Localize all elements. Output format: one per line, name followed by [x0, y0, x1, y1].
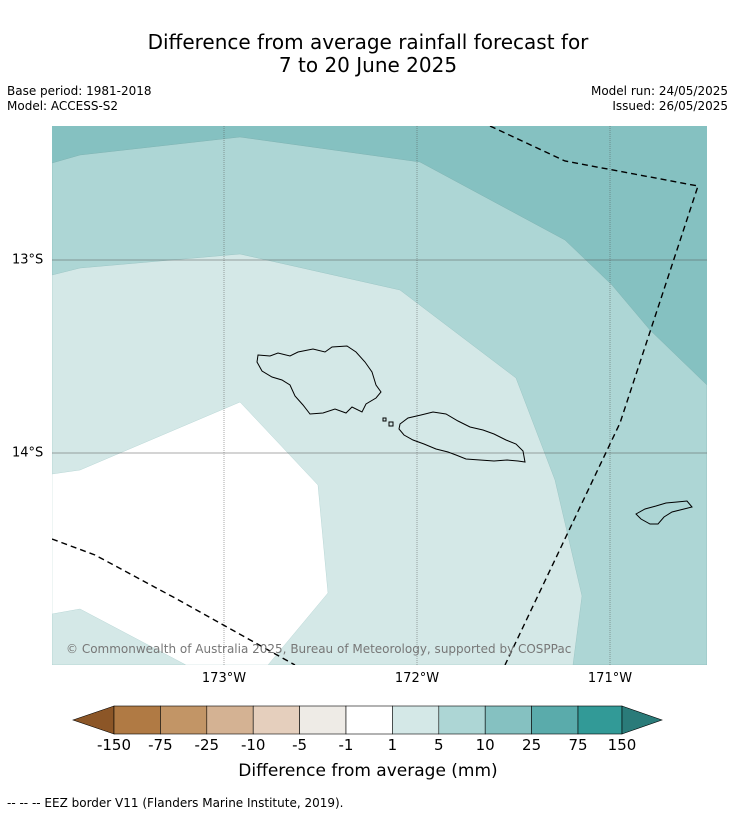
- title-line-2: 7 to 20 June 2025: [278, 53, 458, 77]
- lon-label-172w: 172°W: [394, 671, 440, 686]
- islands: [256, 345, 693, 525]
- colorbar-tick: -1: [338, 736, 354, 754]
- manono-islet: [388, 421, 394, 427]
- apolima-islet: [382, 417, 387, 422]
- band-neutral: [52, 401, 329, 665]
- colorbar-bin-6: [345, 705, 393, 735]
- colorbar-tick: -75: [148, 736, 173, 754]
- colorbar-tick: -5: [292, 736, 308, 754]
- colorbar-bin-1: [113, 705, 161, 735]
- tutuila-island: [635, 500, 693, 525]
- map-panel: [52, 126, 707, 665]
- colorbar-bin-3: [206, 705, 254, 735]
- colorbar-tick: 25: [522, 736, 542, 754]
- colorbar-tick: 5: [434, 736, 444, 754]
- upolu-island: [398, 411, 526, 463]
- colorbar-tick: 10: [475, 736, 495, 754]
- colorbar-bin-10: [531, 705, 579, 735]
- colorbar-tick: -25: [194, 736, 220, 754]
- lon-label-171w: 171°W: [587, 671, 633, 686]
- colorbar-tick: -10: [240, 736, 266, 754]
- colorbar-extend-high: [621, 705, 663, 735]
- colorbar-bin-8: [438, 705, 486, 735]
- issued-date: Issued: 26/05/2025: [612, 99, 728, 113]
- colorbar-bin-5: [299, 705, 347, 735]
- colorbar-tick: -150: [96, 736, 132, 754]
- lon-label-173w: 173°W: [201, 671, 247, 686]
- eez-border: [52, 126, 699, 665]
- colorbar-bin-9: [484, 705, 532, 735]
- model-name: Model: ACCESS-S2: [7, 99, 119, 113]
- lat-label-13s: 13°S: [12, 252, 44, 268]
- colorbar-bin-4: [252, 705, 300, 735]
- colorbar-tick: 1: [387, 736, 398, 754]
- colorbar-tick: 75: [568, 736, 588, 754]
- meta-left: Base period: 1981-2018 Model: ACCESS-S2: [7, 84, 152, 114]
- eez-footnote: -- -- -- EEZ border V11 (Flanders Marine…: [7, 796, 344, 810]
- lat-label-14s: 14°S: [12, 445, 44, 461]
- title-line-1: Difference from average rainfall forecas…: [147, 30, 589, 54]
- base-period: Base period: 1981-2018: [7, 84, 152, 98]
- copyright-notice: © Commonwealth of Australia 2025, Bureau…: [66, 642, 572, 656]
- colorbar: [72, 705, 663, 735]
- colorbar-label: Difference from average (mm): [238, 761, 498, 781]
- colorbar-tick: 150: [607, 736, 637, 754]
- graticule: [52, 126, 707, 665]
- colorbar-bin-2: [160, 705, 208, 735]
- meta-right: Model run: 24/05/2025 Issued: 26/05/2025: [591, 84, 728, 114]
- colorbar-bin-11: [577, 705, 623, 735]
- colorbar-bin-7: [392, 705, 440, 735]
- savaii-island: [256, 345, 382, 415]
- colorbar-extend-low: [72, 705, 115, 735]
- map-title: Difference from average rainfall forecas…: [0, 31, 736, 77]
- model-run: Model run: 24/05/2025: [590, 84, 728, 98]
